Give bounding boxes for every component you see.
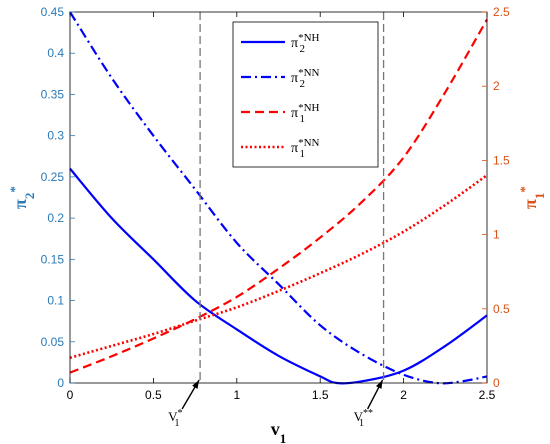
label-sup: *NH <box>298 32 319 44</box>
label-sub: 1 <box>299 148 305 160</box>
legend: π*NH 2π*NN 2π*NH 1π*NN 1 <box>232 21 379 168</box>
label-sup: ** <box>363 408 373 419</box>
y-left-tick-label: 0.25 <box>41 170 65 184</box>
y-axis-right-label: π1* <box>517 186 547 209</box>
series-pi1-nn-line <box>69 174 488 360</box>
label-sub: 1 <box>299 113 305 125</box>
label-main: V <box>354 409 364 424</box>
label-sup: *NH <box>298 102 319 114</box>
y-right-tick-label: 0.5 <box>493 302 510 316</box>
vline-annotation-label: V* 1 <box>168 408 182 430</box>
x-tick-label: 2.5 <box>479 388 496 402</box>
y-axis-right-label-sub: 1 <box>532 193 547 200</box>
label-sup: * <box>177 408 182 419</box>
x-tick-label: 2 <box>400 388 407 402</box>
plot-frame <box>69 11 488 384</box>
legend-entry-label: π*NN 1 <box>291 137 320 160</box>
series-pi1-nh-line <box>69 18 488 374</box>
x-tick-label: 1.5 <box>312 388 329 402</box>
label-main: V <box>168 409 178 424</box>
label-sub: 1 <box>174 418 179 429</box>
y-axis-right-label-sup: * <box>517 186 532 193</box>
x-tick-label: 0.5 <box>145 388 162 402</box>
x-axis-label-sub: 1 <box>280 431 287 444</box>
y-axis-left-label-sub: 2 <box>22 193 37 200</box>
y-left-tick-label: 0 <box>57 376 64 390</box>
y-axis-right-label-main: π <box>520 199 540 209</box>
legend-entry-label: π*NH 2 <box>291 32 320 55</box>
label-sub: 1 <box>359 418 364 429</box>
y-left-tick-label: 0.35 <box>41 87 65 101</box>
y-left-tick-label: 0.05 <box>41 335 65 349</box>
label-sup: *NN <box>298 67 319 79</box>
series-pi2-nh-line <box>69 167 488 385</box>
annotation-arrow-head <box>192 380 200 389</box>
x-axis-label: v1 <box>271 419 287 444</box>
y-axis-left-label-sup: * <box>7 186 22 193</box>
annotation-arrow-head <box>375 380 383 389</box>
label-main: π <box>291 141 298 156</box>
x-tick-label: 0 <box>67 388 74 402</box>
label-sub: 2 <box>299 78 305 90</box>
label-main: π <box>291 106 298 121</box>
y-right-tick-label: 2 <box>493 79 500 93</box>
label-main: π <box>291 71 298 86</box>
legend-entry-label: π*NH 1 <box>291 102 320 125</box>
vline-annotation-label: V** 1 <box>354 408 373 430</box>
label-sub: 2 <box>299 43 305 55</box>
y-left-tick-label: 0.45 <box>41 5 65 19</box>
y-axis-left-label: π2* <box>7 186 37 209</box>
y-left-tick-label: 0.2 <box>47 211 64 225</box>
legend-entry-label: π*NN 2 <box>291 67 320 90</box>
x-axis-label-main: v <box>271 419 280 439</box>
legend-box <box>232 21 379 168</box>
y-right-tick-label: 2.5 <box>493 5 510 19</box>
y-right-tick-label: 1 <box>493 228 500 242</box>
x-tick-label: 1 <box>233 388 240 402</box>
y-right-tick-label: 0 <box>493 376 500 390</box>
label-main: π <box>291 36 298 51</box>
y-left-tick-label: 0.3 <box>47 129 64 143</box>
y-left-tick-label: 0.1 <box>47 294 64 308</box>
y-left-tick-label: 0.4 <box>47 46 64 60</box>
y-right-tick-label: 1.5 <box>493 153 510 167</box>
y-axis-left-label-main: π <box>10 199 30 209</box>
label-sup: *NN <box>298 137 319 149</box>
y-left-tick-label: 0.15 <box>41 252 65 266</box>
